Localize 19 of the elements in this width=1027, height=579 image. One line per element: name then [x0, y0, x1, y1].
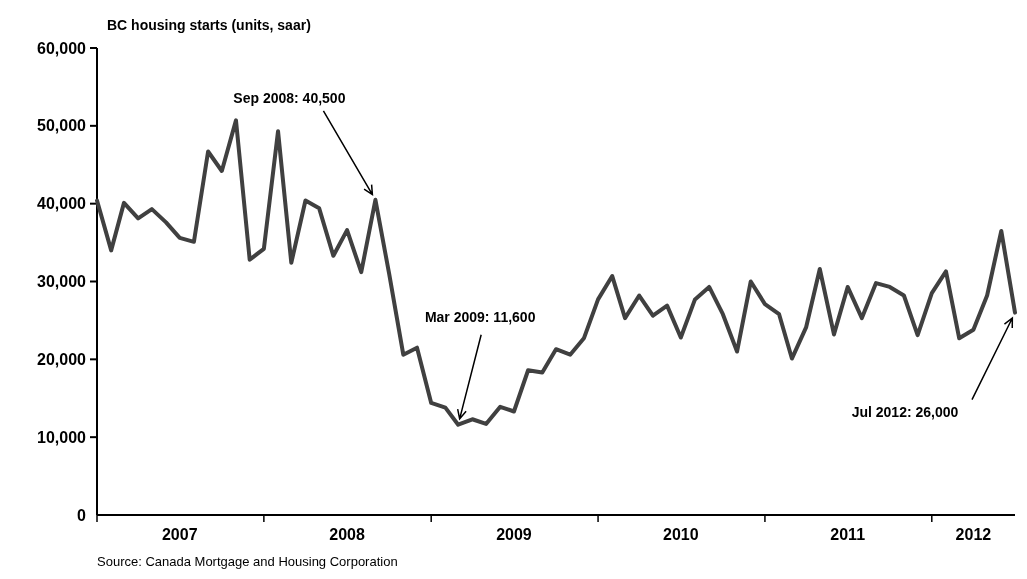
annotation: Mar 2009: 11,600: [424, 308, 536, 325]
annotation: Sep 2008: 40,500: [233, 89, 346, 106]
line-series: [95, 118, 1017, 427]
y-tick-label: 10,000: [37, 428, 87, 446]
x-tick-label: 2012: [955, 526, 992, 543]
y-tick-label: 20,000: [37, 350, 87, 368]
y-tick-label: 60,000: [37, 39, 87, 57]
y-tick-label: 50,000: [37, 117, 87, 135]
y-tick-label: 30,000: [37, 273, 87, 291]
source-note: Source: Canada Mortgage and Housing Corporation: [97, 554, 398, 569]
chart-title: BC housing starts (units, saar): [107, 17, 311, 33]
x-tick-label: 2009: [496, 526, 532, 543]
x-tick-label: 2007: [161, 526, 198, 543]
x-tick-label: 2010: [663, 526, 699, 543]
annotation: Jul 2012: 26,000: [851, 403, 959, 420]
x-tick-label: 2008: [329, 526, 365, 543]
y-tick-label: 40,000: [37, 195, 87, 213]
y-tick-label: 0: [77, 506, 87, 524]
x-tick-label: 2011: [830, 526, 866, 543]
